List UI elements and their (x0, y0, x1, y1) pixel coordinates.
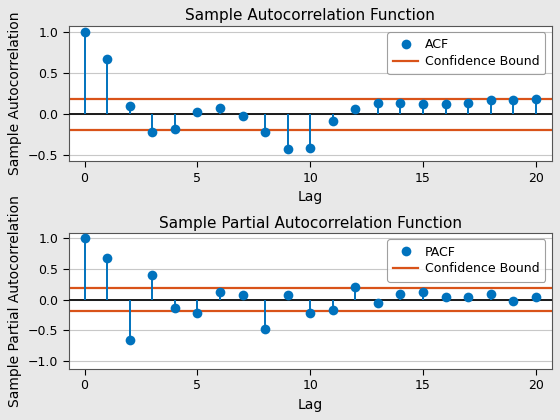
Title: Sample Partial Autocorrelation Function: Sample Partial Autocorrelation Function (158, 215, 462, 231)
Title: Sample Autocorrelation Function: Sample Autocorrelation Function (185, 8, 435, 24)
ACF (239, 113, 246, 118)
PACF (510, 298, 517, 303)
X-axis label: Lag: Lag (297, 190, 323, 205)
PACF (487, 291, 494, 296)
PACF (442, 294, 449, 299)
Confidence Bound (104, 96, 110, 101)
ACF (352, 107, 359, 112)
ACF (329, 118, 336, 123)
X-axis label: Lag: Lag (297, 398, 323, 412)
PACF (465, 295, 472, 300)
ACF (127, 103, 133, 108)
ACF (194, 109, 201, 114)
PACF (284, 293, 291, 298)
ACF (397, 101, 404, 106)
Confidence Bound (81, 96, 88, 101)
ACF (442, 102, 449, 107)
PACF (239, 292, 246, 297)
Y-axis label: Sample Partial Autocorrelation: Sample Partial Autocorrelation (8, 195, 22, 407)
PACF (194, 311, 201, 316)
PACF (104, 256, 110, 261)
ACF (375, 101, 381, 106)
PACF (149, 273, 156, 278)
PACF (329, 307, 336, 312)
ACF (487, 98, 494, 103)
Line: PACF: PACF (80, 233, 541, 344)
Legend: ACF, Confidence Bound: ACF, Confidence Bound (387, 32, 545, 74)
ACF (217, 106, 223, 111)
ACF (171, 126, 178, 131)
ACF (81, 30, 88, 35)
ACF (533, 97, 539, 102)
ACF (307, 146, 314, 151)
PACF (397, 291, 404, 296)
Confidence Bound (104, 286, 110, 291)
Line: ACF: ACF (80, 28, 541, 154)
Y-axis label: Sample Autocorrelation: Sample Autocorrelation (8, 12, 22, 176)
PACF (419, 290, 426, 295)
PACF (533, 295, 539, 300)
PACF (352, 285, 359, 290)
ACF (149, 129, 156, 134)
ACF (419, 102, 426, 107)
Confidence Bound (81, 286, 88, 291)
ACF (262, 129, 268, 134)
ACF (510, 98, 517, 103)
ACF (284, 147, 291, 152)
ACF (465, 101, 472, 106)
PACF (127, 337, 133, 342)
Legend: PACF, Confidence Bound: PACF, Confidence Bound (387, 239, 545, 282)
PACF (375, 301, 381, 306)
PACF (81, 236, 88, 241)
PACF (262, 326, 268, 331)
PACF (171, 305, 178, 310)
PACF (307, 311, 314, 316)
ACF (104, 57, 110, 62)
PACF (217, 289, 223, 294)
